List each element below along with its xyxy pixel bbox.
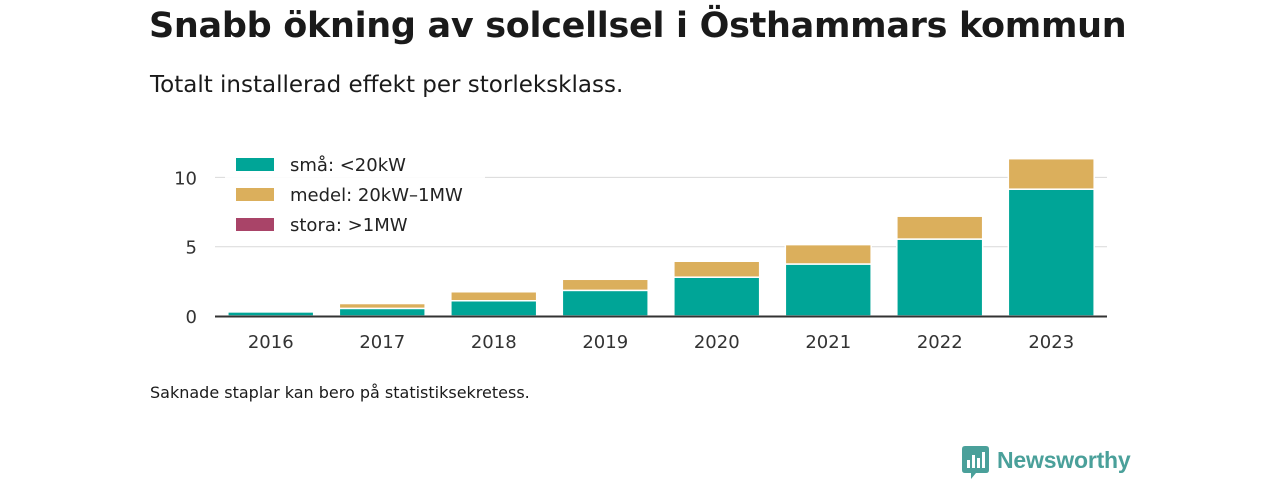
x-tick-label: 2021 (805, 332, 851, 353)
bar-segment (450, 290, 538, 302)
x-tick-label: 2016 (248, 332, 294, 353)
y-tick-label: 10 (174, 168, 197, 189)
brand: Newsworthy (962, 446, 1131, 480)
legend-label: stora: >1MW (290, 215, 408, 236)
legend-swatch (236, 188, 274, 201)
bar-segment (561, 289, 649, 317)
x-tick-label: 2018 (471, 332, 517, 353)
legend: små: <20kW medel: 20kW–1MW stora: >1MW (225, 148, 485, 246)
chart-title: Snabb ökning av solcellsel i Östhammars … (149, 6, 1127, 46)
bar-segment (784, 243, 872, 265)
bar-segment (896, 215, 984, 240)
bar-segment (450, 300, 538, 317)
legend-label: små: <20kW (290, 155, 406, 176)
legend-swatch (236, 218, 274, 231)
footnote: Saknade staplar kan bero på statistiksek… (150, 383, 530, 402)
x-tick-label: 2023 (1028, 332, 1074, 353)
x-tick-label: 2019 (582, 332, 628, 353)
bar-segment (896, 238, 984, 317)
y-tick-label: 5 (186, 238, 197, 259)
x-tick-label: 2020 (694, 332, 740, 353)
bar-segment (338, 302, 426, 310)
bar-segment (673, 276, 761, 317)
chart-subtitle: Totalt installerad effekt per storlekskl… (150, 72, 624, 98)
bars (227, 157, 1095, 317)
bar-segment (338, 307, 426, 317)
legend-label: medel: 20kW–1MW (290, 185, 463, 206)
y-tick-labels: 0 5 10 (174, 168, 197, 328)
bar-segment (1007, 188, 1095, 317)
bar-segment (784, 263, 872, 317)
newsworthy-logo-icon (962, 446, 989, 479)
x-tick-label: 2017 (359, 332, 405, 353)
brand-name: Newsworthy (997, 447, 1131, 473)
legend-swatch (236, 158, 274, 171)
bar-segment (227, 309, 315, 313)
y-tick-label: 0 (186, 307, 197, 328)
bar-segment (1007, 157, 1095, 190)
bar-segment (673, 260, 761, 278)
x-tick-label: 2022 (917, 332, 963, 353)
x-tick-labels: 2016 2017 2018 2019 2020 2021 2022 2023 (248, 332, 1074, 353)
bar-segment (561, 278, 649, 292)
